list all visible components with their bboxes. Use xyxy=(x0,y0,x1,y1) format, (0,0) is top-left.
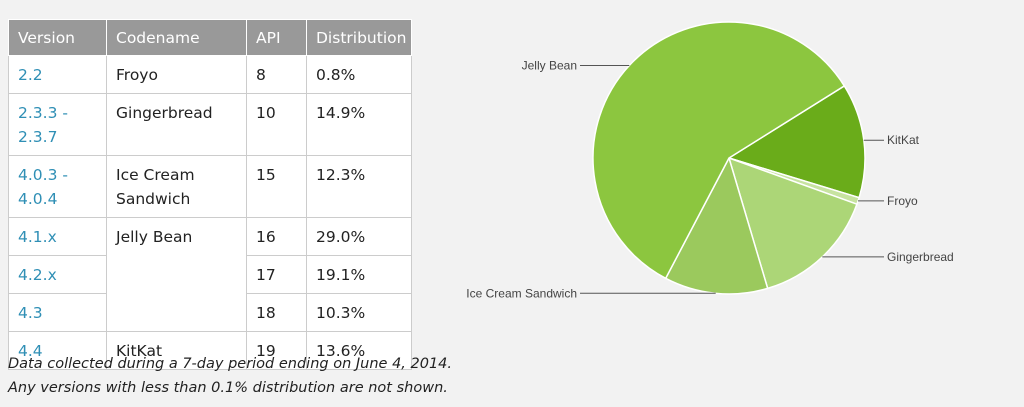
api-cell: 10 xyxy=(246,93,307,156)
api-cell: 8 xyxy=(246,55,307,94)
distribution-cell: 0.8% xyxy=(306,55,412,94)
codename-cell: Gingerbread xyxy=(106,93,247,156)
table-row: 4.1.x Jelly Bean 16 29.0% xyxy=(8,217,412,256)
codename-cell: KitKat xyxy=(106,331,247,370)
pie-label-ice-cream-sandwich: Ice Cream Sandwich xyxy=(466,286,577,300)
codename-cell xyxy=(106,293,247,332)
api-cell: 18 xyxy=(246,293,307,332)
codename-cell: Froyo xyxy=(106,55,247,94)
footnote: Data collected during a 7-day period end… xyxy=(8,352,452,400)
pie-label-gingerbread: Gingerbread xyxy=(887,250,954,264)
version-range-line: 2.3.3 - 2.3.7 xyxy=(18,104,68,146)
codename-cell: Jelly Bean xyxy=(106,217,247,256)
pie-slice-jelly-bean[interactable] xyxy=(592,21,846,280)
pie-label-kitkat: KitKat xyxy=(887,133,920,147)
version-link[interactable]: 4.2.x xyxy=(8,255,107,294)
distribution-cell: 12.3% xyxy=(306,155,412,218)
footnote-line: Any versions with less than 0.1% distrib… xyxy=(8,380,448,396)
codename-cell xyxy=(106,255,247,294)
table-row: 4.3 18 10.3% xyxy=(8,293,412,332)
version-link[interactable]: 4.4 xyxy=(8,331,107,370)
version-link[interactable]: 4.0.3 - 4.0.4 xyxy=(8,155,107,218)
table-header-row: Version Codename API Distribution xyxy=(8,19,412,56)
distribution-cell: 14.9% xyxy=(306,93,412,156)
api-cell: 16 xyxy=(246,217,307,256)
table-row: 4.2.x 17 19.1% xyxy=(8,255,412,294)
table-row: 4.4 KitKat 19 13.6% xyxy=(8,331,412,370)
table-row: 2.2 Froyo 8 0.8% xyxy=(8,55,412,94)
distribution-cell: 13.6% xyxy=(306,331,412,370)
distribution-cell: 10.3% xyxy=(306,293,412,332)
distribution-cell: 19.1% xyxy=(306,255,412,294)
version-range-line: 4.0.3 - 4.0.4 xyxy=(18,166,68,208)
pie-label-froyo: Froyo xyxy=(887,194,918,208)
codename-text: Ice Cream Sandwich xyxy=(116,166,195,208)
api-cell: 19 xyxy=(246,331,307,370)
header-distribution: Distribution xyxy=(306,19,412,56)
version-link[interactable]: 4.1.x xyxy=(8,217,107,256)
table-row: 4.0.3 - 4.0.4 Ice Cream Sandwich 15 12.3… xyxy=(8,155,412,218)
version-link[interactable]: 2.2 xyxy=(8,55,107,94)
header-version: Version xyxy=(8,19,107,56)
pie-label-jelly-bean: Jelly Bean xyxy=(522,59,577,73)
api-cell: 15 xyxy=(246,155,307,218)
footnote-line: Data collected during a 7-day period end… xyxy=(8,356,453,372)
distribution-cell: 29.0% xyxy=(306,217,412,256)
version-link[interactable]: 4.3 xyxy=(8,293,107,332)
distribution-table: Version Codename API Distribution 2.2 Fr… xyxy=(8,19,412,370)
